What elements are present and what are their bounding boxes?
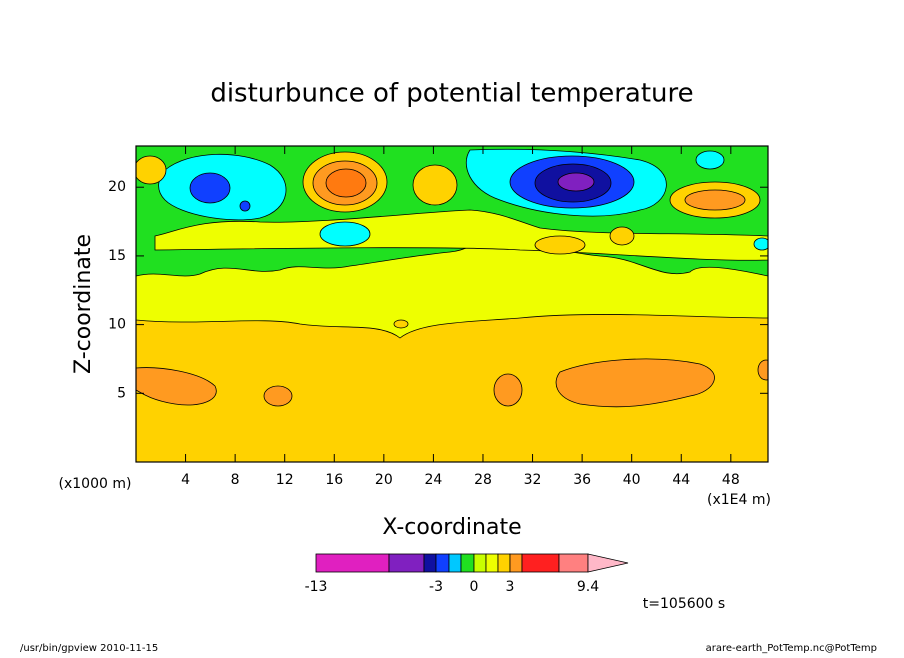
y-axis-label: Z-coordinate [71,234,96,374]
contour-region [393,319,409,329]
footer-left: /usr/bin/gpview 2010-11-15 [20,643,158,654]
contour-region [493,373,523,407]
colorbar-segment [423,553,437,573]
colorbar-tick-label: -3 [429,579,443,595]
x-unit: (x1000 m) [59,476,132,492]
contour-region [557,172,595,192]
contour-region [753,237,768,251]
colorbar-segment [558,553,589,573]
x-tick-label: 4 [181,472,190,488]
y-tick-label: 15 [108,248,126,264]
colorbar-segment [435,553,450,573]
x-tick-label: 44 [672,472,690,488]
contour-region [136,155,167,185]
y-tick-label: 10 [108,317,126,333]
colorbar-segment [497,553,511,573]
x-tick-label: 20 [375,472,393,488]
x-tick-label: 24 [424,472,442,488]
contour-region [412,164,458,206]
colorbar-tick-label: 9.4 [577,579,599,595]
colorbar-segment [473,553,487,573]
x-tick-label: 8 [231,472,240,488]
colorbar-segment [388,553,425,573]
colorbar-tick-label: -13 [305,579,328,595]
x-tick-label: 36 [573,472,591,488]
contour-region [325,168,367,198]
x-tick-label: 12 [276,472,294,488]
x-tick-label: 28 [474,472,492,488]
contour-region [189,172,231,204]
colorbar-segment [509,553,523,573]
colorbar-segment [485,553,499,573]
contour-region [609,226,635,246]
contour-region [319,221,371,247]
x-tick-label: 48 [722,472,740,488]
contour-region [239,200,251,212]
x-scale-note: (x1E4 m) [707,492,771,508]
contour-region [534,235,586,255]
y-tick-label: 20 [108,179,126,195]
time-label: t=105600 s [643,596,725,612]
contour-region [695,150,725,170]
colorbar-over [587,553,629,573]
contour-region [684,189,746,211]
x-tick-label: 32 [524,472,542,488]
chart-title: disturbunce of potential temperature [210,79,693,109]
contour-region [555,358,715,408]
colorbar-segment [460,553,475,573]
contour-region [154,209,768,261]
contour-field [136,146,768,462]
x-axis-label: X-coordinate [382,515,521,540]
y-tick-label: 5 [117,385,126,401]
x-tick-label: 16 [325,472,343,488]
colorbar-segment [448,553,462,573]
footer-right: arare-earth_PotTemp.nc@PotTemp [706,643,877,654]
plot-frame [135,145,769,463]
contour-region [136,367,217,406]
x-tick-label: 40 [623,472,641,488]
colorbar-segment [315,553,390,573]
colorbar-tick-label: 0 [470,579,479,595]
colorbar-segment [521,553,560,573]
contour-region [757,359,768,381]
colorbar-tick-label: 3 [506,579,515,595]
contour-region [263,385,293,407]
